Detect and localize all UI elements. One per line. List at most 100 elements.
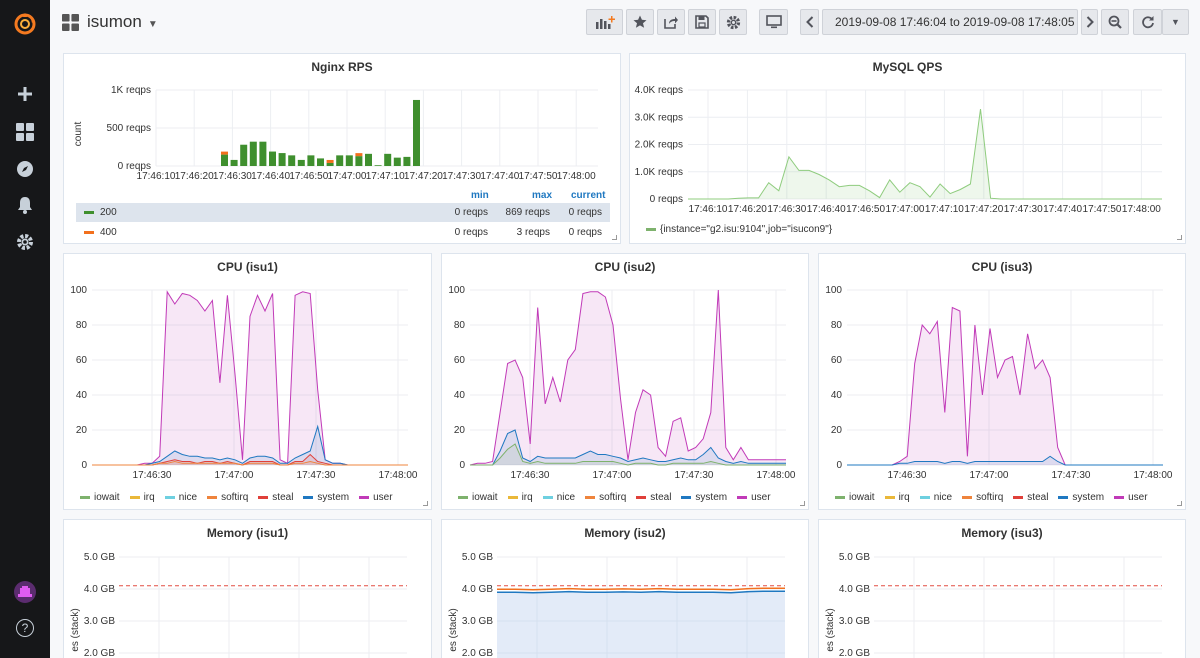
resize-handle[interactable] <box>800 501 805 506</box>
series-name: {instance="g2.isu:9104",job="isucon9"} <box>660 224 833 235</box>
y-tick-label: 3.0 GB <box>839 616 870 627</box>
panel-cpu-isu2[interactable]: CPU (isu2) 100 80 60 40 20 0 17:46:30 17:47:00 1… <box>441 253 809 510</box>
share-button[interactable] <box>657 9 685 35</box>
panel-title: MySQL QPS <box>872 60 943 74</box>
alert-bell-icon[interactable] <box>0 187 50 223</box>
legend-item-system[interactable]: system <box>681 492 727 503</box>
series-name: 200 <box>100 207 117 218</box>
panel-title: Nginx RPS <box>311 60 373 74</box>
legend-header-max[interactable]: max <box>532 190 553 201</box>
legend-header-current[interactable]: current <box>571 190 606 201</box>
legend-item-steal[interactable]: steal <box>636 492 671 503</box>
y-tick-label: 0 <box>459 460 465 471</box>
legend-item-irq[interactable]: irq <box>129 492 155 503</box>
y-tick-label: 60 <box>454 355 466 366</box>
zoom-out-button[interactable] <box>1101 9 1129 35</box>
series-swatch <box>207 496 218 499</box>
legend-row[interactable]: 200 0 reqps 869 reqps 0 reqps <box>76 203 610 222</box>
y-tick-label: 5.0 GB <box>839 552 870 563</box>
save-button[interactable] <box>688 9 716 35</box>
y-tick-label: 20 <box>454 425 466 436</box>
star-button[interactable] <box>626 9 654 35</box>
legend-item-softirq[interactable]: softirq <box>207 492 248 503</box>
series-name: iowait <box>94 492 120 503</box>
y-tick-label: 40 <box>76 390 88 401</box>
legend-item-nice[interactable]: nice <box>919 492 952 503</box>
legend-item-user[interactable]: user <box>737 492 771 503</box>
help-label: ? <box>16 619 34 637</box>
refresh-interval-button[interactable]: ▼ <box>1162 9 1189 35</box>
series-swatch <box>646 228 656 231</box>
series-current: 0 reqps <box>568 227 602 238</box>
add-panel-button[interactable] <box>586 9 623 35</box>
series-swatch <box>507 496 518 499</box>
panel-nginx-rps[interactable]: Nginx RPS 1K reqps 500 reqps 0 reqps 17:46:… <box>63 53 621 244</box>
bar-200 <box>355 156 363 166</box>
time-range-picker[interactable]: 2019-09-08 17:46:04 to 2019-09-08 17:48:… <box>822 9 1089 35</box>
y-tick-label: 4.0 GB <box>839 584 870 595</box>
grafana-logo-icon[interactable] <box>0 4 50 44</box>
resize-handle[interactable] <box>423 501 428 506</box>
legend-item-iowait[interactable]: iowait <box>835 492 875 503</box>
help-icon[interactable]: ? <box>0 610 50 646</box>
share-icon <box>664 16 678 29</box>
resize-handle[interactable] <box>1177 501 1182 506</box>
tv-mode-button[interactable] <box>759 9 788 35</box>
panel-mysql-qps[interactable]: MySQL QPS 4.0K reqps 3.0K reqps 2.0K reqps… <box>629 53 1186 244</box>
series-max: 3 reqps <box>516 227 550 238</box>
panel-title: CPU (isu3) <box>971 260 1033 274</box>
panel-memory-isu3[interactable]: Memory (isu3) 5.0 GB 4.0 GB 3.0 GB 2.0 GB es… <box>818 519 1186 658</box>
x-tick-label: 17:47:40 <box>480 171 519 182</box>
panel-memory-isu2[interactable]: Memory (isu2) 5.0 GB 4.0 GB 3.0 GB 2.0 GB es… <box>441 519 809 658</box>
user-avatar-icon[interactable] <box>0 574 50 610</box>
top-navbar: isumon ▼ 2019-09-08 17:46:04 to 2019-09-… <box>50 0 1200 44</box>
resize-handle[interactable] <box>612 235 617 240</box>
legend-item-steal[interactable]: steal <box>1013 492 1048 503</box>
series-name: steal <box>272 492 294 503</box>
x-tick-label: 17:47:30 <box>442 171 481 182</box>
zoom-out-icon <box>1108 15 1122 29</box>
legend-item-irq[interactable]: irq <box>884 492 910 503</box>
panel-title: CPU (isu1) <box>217 260 278 274</box>
legend-item-softirq[interactable]: softirq <box>585 492 626 503</box>
explore-icon[interactable] <box>0 151 50 187</box>
time-forward-button[interactable] <box>1081 9 1098 35</box>
panel-cpu-isu1[interactable]: CPU (isu1) 100 80 60 40 20 0 17:46:30 17:47:00 1… <box>63 253 432 510</box>
x-tick-label: 17:46:20 <box>175 171 214 182</box>
bar-200 <box>297 159 305 166</box>
resize-handle[interactable] <box>1177 235 1182 240</box>
legend-item-nice[interactable]: nice <box>164 492 197 503</box>
bar-200 <box>230 159 238 166</box>
legend-item[interactable]: {instance="g2.isu:9104",job="isucon9"} <box>646 224 832 235</box>
series-area-iowait <box>470 444 786 465</box>
legend-item-iowait[interactable]: iowait <box>458 492 498 503</box>
legend-item-softirq[interactable]: softirq <box>962 492 1003 503</box>
panel-cpu-isu3[interactable]: CPU (isu3) 100 80 60 40 20 0 17:46:30 17:47:00 1… <box>818 253 1186 510</box>
settings-button[interactable] <box>719 9 747 35</box>
legend-header-min[interactable]: min <box>471 190 489 201</box>
panel-memory-isu1[interactable]: Memory (isu1) 5.0 GB 4.0 GB 3.0 GB 2.0 GB es… <box>63 519 432 658</box>
legend-item-user[interactable]: user <box>1114 492 1148 503</box>
x-tick-label: 17:46:50 <box>846 204 885 215</box>
legend-row[interactable]: 400 0 reqps 3 reqps 0 reqps <box>76 223 610 242</box>
legend-item-irq[interactable]: irq <box>507 492 533 503</box>
legend-item-steal[interactable]: steal <box>258 492 293 503</box>
y-tick-label: 80 <box>831 320 843 331</box>
legend-item-system[interactable]: system <box>303 492 349 503</box>
refresh-button[interactable] <box>1133 9 1162 35</box>
legend-item-iowait[interactable]: iowait <box>80 492 120 503</box>
y-axis-label: es (stack) <box>825 608 836 651</box>
plus-icon[interactable] <box>0 76 50 112</box>
gear-icon[interactable] <box>0 224 50 260</box>
legend-item-nice[interactable]: nice <box>542 492 575 503</box>
series-current: 0 reqps <box>568 207 602 218</box>
legend-item-system[interactable]: system <box>1058 492 1104 503</box>
x-tick-label: 17:47:20 <box>404 171 443 182</box>
series-area-system <box>847 456 1163 465</box>
dashboard-picker[interactable]: isumon ▼ <box>62 10 158 34</box>
time-range-label: 2019-09-08 17:46:04 to 2019-09-08 17:48:… <box>835 15 1075 29</box>
time-back-button[interactable] <box>800 9 819 35</box>
series-name: system <box>317 492 350 503</box>
dashboards-icon[interactable] <box>0 114 50 150</box>
legend-item-user[interactable]: user <box>359 492 393 503</box>
